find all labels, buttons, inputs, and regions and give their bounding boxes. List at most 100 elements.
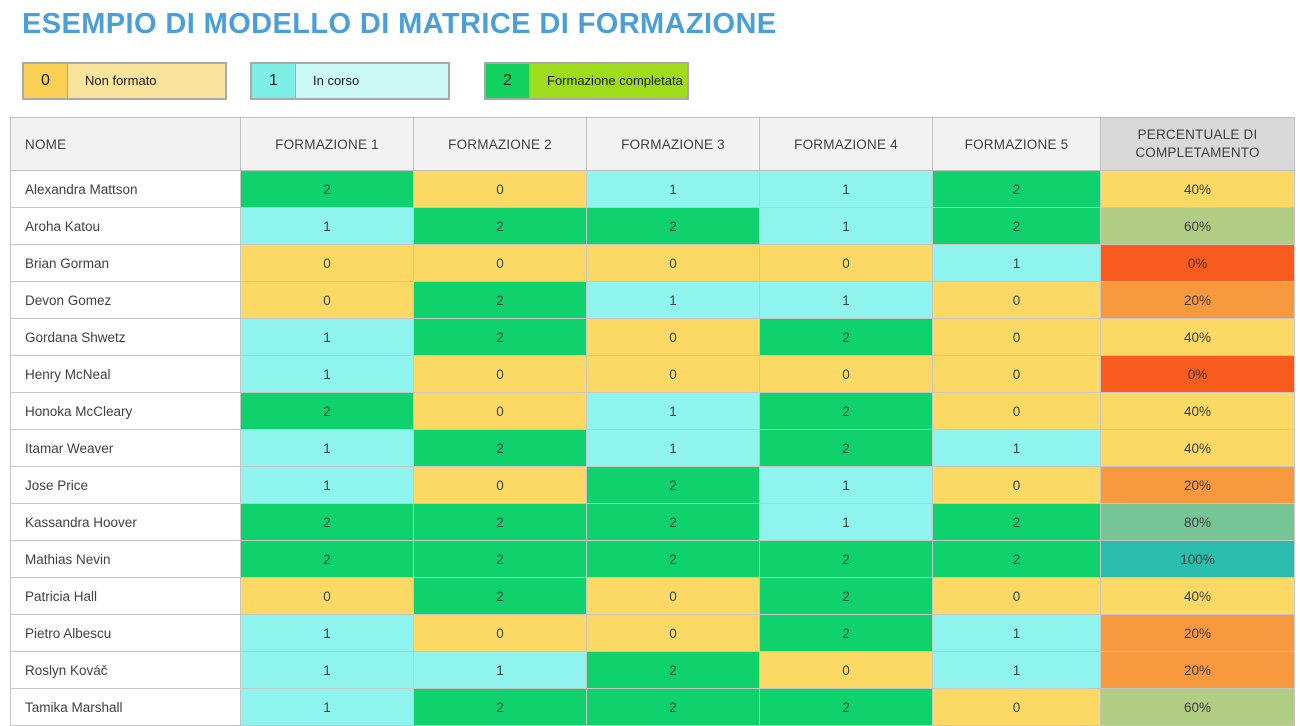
score-cell: 2 (759, 429, 933, 467)
completion-cell: 20% (1100, 281, 1295, 319)
name-cell: Aroha Katou (10, 207, 241, 245)
score-cell: 0 (759, 651, 933, 689)
name-cell: Pietro Albescu (10, 614, 241, 652)
table-row: Kassandra Hoover 2 2 2 1 2 80% (10, 503, 1295, 541)
score-cell: 1 (586, 429, 760, 467)
score-cell: 2 (413, 540, 587, 578)
score-cell: 2 (586, 207, 760, 245)
table-row: Gordana Shwetz 1 2 0 2 0 40% (10, 318, 1295, 356)
table-row: Henry McNeal 1 0 0 0 0 0% (10, 355, 1295, 393)
header-row: NOME FORMAZIONE 1 FORMAZIONE 2 FORMAZIONE 3… (10, 117, 1295, 171)
column-header: FORMAZIONE 1 (240, 117, 414, 171)
score-cell: 0 (240, 577, 414, 615)
name-cell: Devon Gomez (10, 281, 241, 319)
score-cell: 0 (586, 244, 760, 282)
legend-value: 2 (486, 64, 530, 98)
completion-cell: 40% (1100, 429, 1295, 467)
score-cell: 1 (240, 355, 414, 393)
score-cell: 2 (413, 281, 587, 319)
name-cell: Brian Gorman (10, 244, 241, 282)
score-cell: 2 (586, 540, 760, 578)
score-cell: 0 (932, 318, 1101, 356)
score-cell: 1 (240, 429, 414, 467)
name-cell: Gordana Shwetz (10, 318, 241, 356)
score-cell: 1 (586, 392, 760, 430)
table-row: Alexandra Mattson 2 0 1 1 2 40% (10, 170, 1295, 208)
score-cell: 2 (240, 392, 414, 430)
score-cell: 0 (413, 392, 587, 430)
score-cell: 1 (759, 466, 933, 504)
score-cell: 1 (240, 688, 414, 726)
column-header: PERCENTUALE DI COMPLETAMENTO (1100, 117, 1295, 171)
score-cell: 2 (759, 392, 933, 430)
score-cell: 1 (240, 207, 414, 245)
score-cell: 1 (759, 207, 933, 245)
column-header: FORMAZIONE 2 (413, 117, 587, 171)
name-cell: Henry McNeal (10, 355, 241, 393)
score-cell: 0 (932, 688, 1101, 726)
score-cell: 0 (932, 577, 1101, 615)
score-cell: 0 (586, 355, 760, 393)
score-cell: 2 (932, 540, 1101, 578)
table-row: Jose Price 1 0 2 1 0 20% (10, 466, 1295, 504)
score-cell: 0 (240, 281, 414, 319)
name-cell: Jose Price (10, 466, 241, 504)
legend-label: Non formato (68, 64, 225, 98)
page-title: ESEMPIO DI MODELLO DI MATRICE DI FORMAZI… (22, 8, 777, 40)
score-cell: 2 (759, 614, 933, 652)
score-cell: 1 (932, 651, 1101, 689)
score-cell: 1 (759, 281, 933, 319)
score-cell: 2 (413, 429, 587, 467)
score-cell: 2 (413, 688, 587, 726)
table-row: Pietro Albescu 1 0 0 2 1 20% (10, 614, 1295, 652)
legend-label: In corso (296, 64, 448, 98)
completion-cell: 0% (1100, 244, 1295, 282)
column-header: FORMAZIONE 3 (586, 117, 760, 171)
completion-cell: 60% (1100, 688, 1295, 726)
score-cell: 1 (586, 281, 760, 319)
score-cell: 0 (586, 318, 760, 356)
legend-value: 0 (24, 64, 68, 98)
score-cell: 2 (413, 503, 587, 541)
name-cell: Patricia Hall (10, 577, 241, 615)
table-row: Itamar Weaver 1 2 1 2 1 40% (10, 429, 1295, 467)
score-cell: 0 (759, 244, 933, 282)
completion-cell: 20% (1100, 651, 1295, 689)
score-cell: 2 (586, 466, 760, 504)
completion-cell: 40% (1100, 318, 1295, 356)
score-cell: 2 (240, 540, 414, 578)
name-cell: Alexandra Mattson (10, 170, 241, 208)
score-cell: 0 (413, 466, 587, 504)
completion-cell: 40% (1100, 170, 1295, 208)
completion-cell: 40% (1100, 392, 1295, 430)
score-cell: 0 (932, 392, 1101, 430)
score-cell: 0 (586, 577, 760, 615)
legend-item: 2 Formazione completata (484, 62, 689, 100)
score-cell: 0 (932, 281, 1101, 319)
score-cell: 1 (932, 614, 1101, 652)
name-cell: Roslyn Kováč (10, 651, 241, 689)
completion-cell: 40% (1100, 577, 1295, 615)
legend: 0 Non formato 1 In corso 2 Formazione complet… (22, 62, 1300, 100)
score-cell: 2 (586, 503, 760, 541)
table-body: Alexandra Mattson 2 0 1 1 2 40% Aroha Katou 1 2 2 1… (10, 170, 1295, 726)
name-cell: Mathias Nevin (10, 540, 241, 578)
name-cell: Kassandra Hoover (10, 503, 241, 541)
table-row: Mathias Nevin 2 2 2 2 2 100% (10, 540, 1295, 578)
score-cell: 0 (932, 466, 1101, 504)
score-cell: 2 (586, 688, 760, 726)
score-cell: 2 (240, 170, 414, 208)
legend-label: Formazione completata (530, 64, 687, 98)
score-cell: 0 (586, 614, 760, 652)
score-cell: 2 (413, 577, 587, 615)
score-cell: 1 (759, 170, 933, 208)
legend-item: 0 Non formato (22, 62, 227, 100)
score-cell: 1 (240, 466, 414, 504)
score-cell: 2 (413, 207, 587, 245)
score-cell: 0 (759, 355, 933, 393)
table-row: Tamika Marshall 1 2 2 2 0 60% (10, 688, 1295, 726)
name-cell: Itamar Weaver (10, 429, 241, 467)
score-cell: 2 (240, 503, 414, 541)
table-row: Patricia Hall 0 2 0 2 0 40% (10, 577, 1295, 615)
score-cell: 2 (759, 318, 933, 356)
